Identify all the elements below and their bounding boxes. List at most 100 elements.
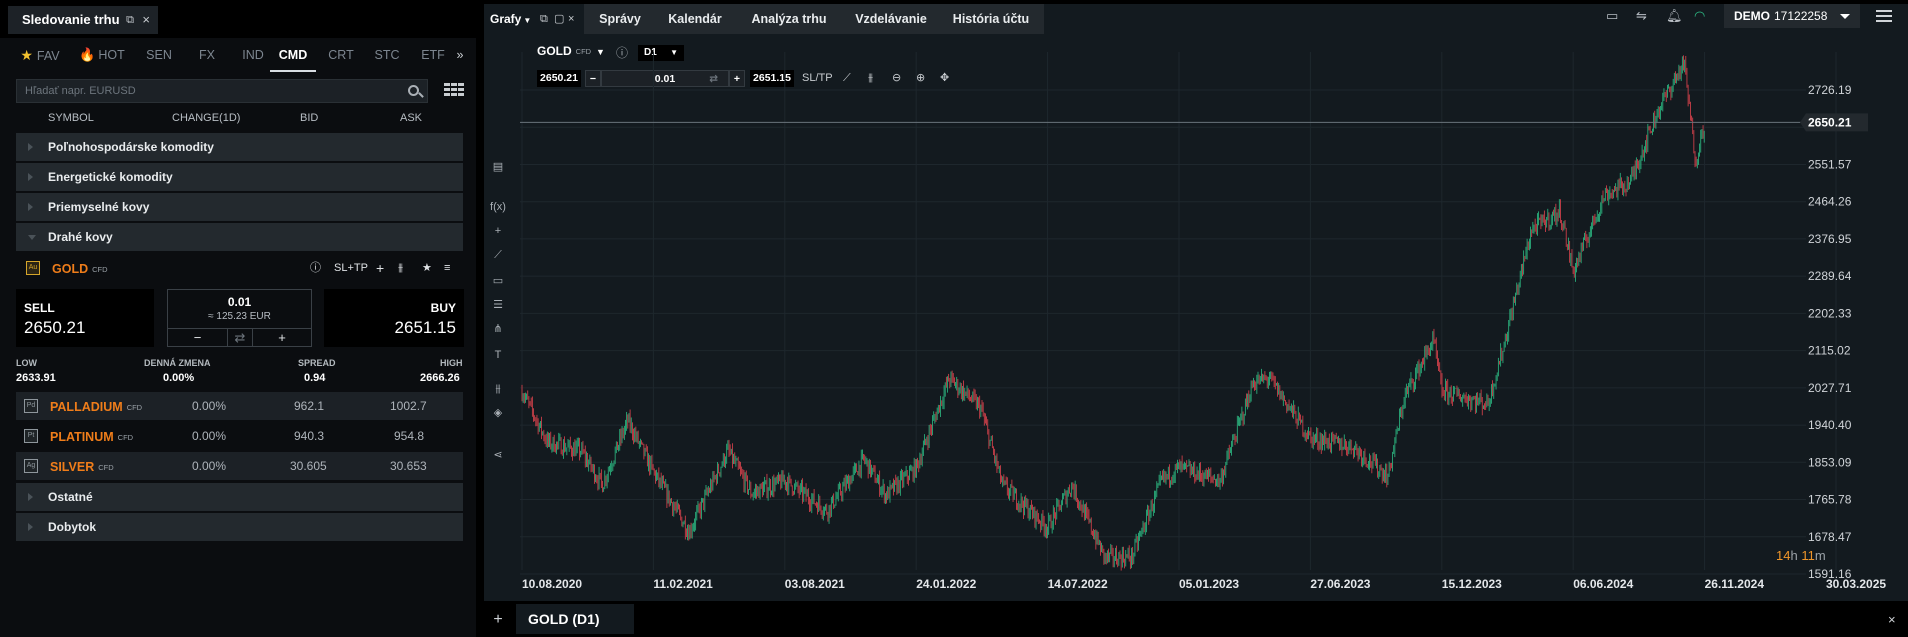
close-icon[interactable]: × [142,12,150,27]
tab-cmd[interactable]: CMD [270,38,316,72]
quantity-value[interactable]: 0.01 [227,295,252,309]
maximize-icon[interactable]: ▢ [554,13,565,25]
volume-increase-button[interactable]: + [729,70,745,87]
chart-tab-gold-d1[interactable]: GOLD (D1) [516,604,634,634]
crosshair-icon[interactable]: + [494,225,502,237]
move-icon[interactable]: ✥ [940,72,950,84]
sltp-toggle[interactable]: SL/TP [802,72,833,84]
zoom-out-icon[interactable]: ⊖ [892,72,902,84]
tab-stc[interactable]: STC [374,48,400,62]
group-energy[interactable]: Energetické komodity [16,163,463,191]
column-symbol[interactable]: SYMBOL [48,112,94,124]
instrument-bid[interactable]: 940.3 [294,429,325,443]
popout-icon[interactable]: ⧉ [540,13,548,25]
menu-icon[interactable] [1876,10,1892,22]
pitchfork-icon[interactable]: ⋔ [493,323,503,335]
instrument-name[interactable]: SILVER CFD [50,460,114,474]
tab-ind[interactable]: IND [242,48,264,62]
group-industrial-metals[interactable]: Priemyselné kovy [16,193,463,221]
increase-button[interactable]: + [278,330,286,345]
instrument-row-palladium[interactable]: Pd PALLADIUM CFD 0.00% 962.1 1002.7 [16,392,463,420]
tab-market-analysis[interactable]: Analýza trhu [734,4,844,34]
popout-icon[interactable]: ⧉ [126,14,134,26]
tab-news[interactable]: Správy [584,4,656,34]
column-ask[interactable]: ASK [400,112,423,124]
instrument-name[interactable]: PLATINUM CFD [50,430,133,444]
group-other[interactable]: Ostatné [16,483,463,511]
text-icon[interactable]: T [494,349,502,361]
instrument-ask[interactable]: 1002.7 [390,399,427,413]
volume-decrease-button[interactable]: − [585,70,601,87]
indicator-icon[interactable]: ⫵ [495,383,501,395]
column-change[interactable]: CHANGE(1D) [172,112,241,124]
tab-hot[interactable]: 🔥 HOT [76,38,128,72]
x-tick-label: 15.12.2023 [1442,577,1502,591]
fx-icon[interactable]: f(x) [490,201,506,213]
add-chart-button[interactable]: + [493,611,503,628]
tab-calendar[interactable]: Kalendár [656,4,734,34]
price-chart[interactable]: 2726.192638.882551.572464.262376.952289.… [520,52,1908,600]
group-livestock[interactable]: Dobytok [16,513,463,541]
tab-fav[interactable]: ★ FAV [14,38,66,72]
market-watch-tab[interactable]: Sledovanie trhu ⧉ × [8,6,158,34]
chart-symbol-selector[interactable]: GOLD CFD [537,44,591,58]
symbol-search-input[interactable]: Hľadať napr. EURUSD [16,79,428,103]
chart-icon[interactable]: ⫵ [398,262,404,274]
sell-button[interactable]: SELL 2650.21 [16,289,154,347]
fibonacci-icon[interactable]: ☰ [493,299,503,311]
toolbar-sell-price[interactable]: 2650.21 [537,70,581,87]
chart-window-icon[interactable]: ▤ [492,161,504,173]
tab-account-history[interactable]: História účtu [938,4,1044,34]
charts-tab[interactable]: Grafy ▼ ⧉ ▢ × [484,4,584,36]
instrument-bid[interactable]: 30.605 [290,459,327,473]
share-icon[interactable]: ⋖ [493,449,503,461]
add-order-icon[interactable]: + [376,260,385,276]
instrument-row-silver[interactable]: Ag SILVER CFD 0.00% 30.605 30.653 [16,452,463,480]
decrease-button[interactable]: − [168,329,228,346]
close-icon[interactable]: × [568,13,575,25]
rectangle-icon[interactable]: ▭ [492,275,504,287]
timeframe-selector[interactable]: D1 ▼ [638,45,684,61]
group-agricultural[interactable]: Poľnohospodárske komodity [16,133,463,161]
buy-button[interactable]: BUY 2651.15 [324,289,464,347]
quantity-stepper[interactable]: 0.01 ≈ 125.23 EUR − ⇄ + [167,289,312,347]
alert-add-icon[interactable]: ≡ [444,262,451,274]
column-bid[interactable]: BID [300,112,319,124]
tab-fx[interactable]: FX [199,48,215,62]
gold-name[interactable]: GOLD CFD [52,262,108,276]
info-icon[interactable]: ⓘ [310,262,321,274]
info-icon[interactable]: ⓘ [616,46,629,60]
zoom-in-icon[interactable]: ⊕ [916,72,926,84]
chevron-down-icon[interactable]: ▼ [596,47,605,57]
tab-crt[interactable]: CRT [328,48,354,62]
account-selector[interactable]: DEMO 17122258 [1724,4,1860,28]
tabs-more-icon[interactable]: » [456,48,464,62]
line-chart-icon[interactable]: ⟋ [843,72,851,84]
instrument-ask[interactable]: 30.653 [390,459,427,473]
view-toggle-icon[interactable] [444,83,464,99]
candles-icon[interactable]: ⫵ [868,72,874,84]
trendline-icon[interactable]: ⟋ [494,249,502,261]
tab-etf[interactable]: ETF [421,48,445,62]
tab-education[interactable]: Vzdelávanie [844,4,938,34]
volume-input[interactable]: 0.01 ⇄ [601,70,729,87]
instrument-bid[interactable]: 962.1 [294,399,325,413]
instrument-ask[interactable]: 954.8 [394,429,425,443]
sltp-button[interactable]: SL+TP [334,262,368,274]
layout-icon[interactable]: ▭ [1606,8,1619,23]
search-icon[interactable] [408,85,419,96]
toolbar-buy-price[interactable]: 2651.15 [750,70,794,87]
currency-exchange-icon[interactable]: ⇋ [1636,8,1647,23]
close-icon[interactable]: × [1888,612,1896,627]
layers-icon[interactable]: ◈ [493,407,503,419]
favorite-star-icon[interactable]: ★ [422,262,432,274]
group-precious-metals[interactable]: Drahé kovy [16,223,463,251]
instrument-name[interactable]: PALLADIUM CFD [50,400,142,414]
gold-row[interactable]: Au GOLD CFD ⓘ SL+TP + ⫵ ★ ≡ [16,254,463,282]
swap-icon[interactable]: ⇄ [228,329,253,346]
swap-icon[interactable]: ⇄ [709,73,718,85]
chevron-down-icon[interactable]: ▼ [523,16,532,25]
tab-sen[interactable]: SEN [146,48,172,62]
instrument-row-platinum[interactable]: Pt PLATINUM CFD 0.00% 940.3 954.8 [16,422,463,450]
bell-icon[interactable]: 🔔︎ [1666,8,1683,23]
